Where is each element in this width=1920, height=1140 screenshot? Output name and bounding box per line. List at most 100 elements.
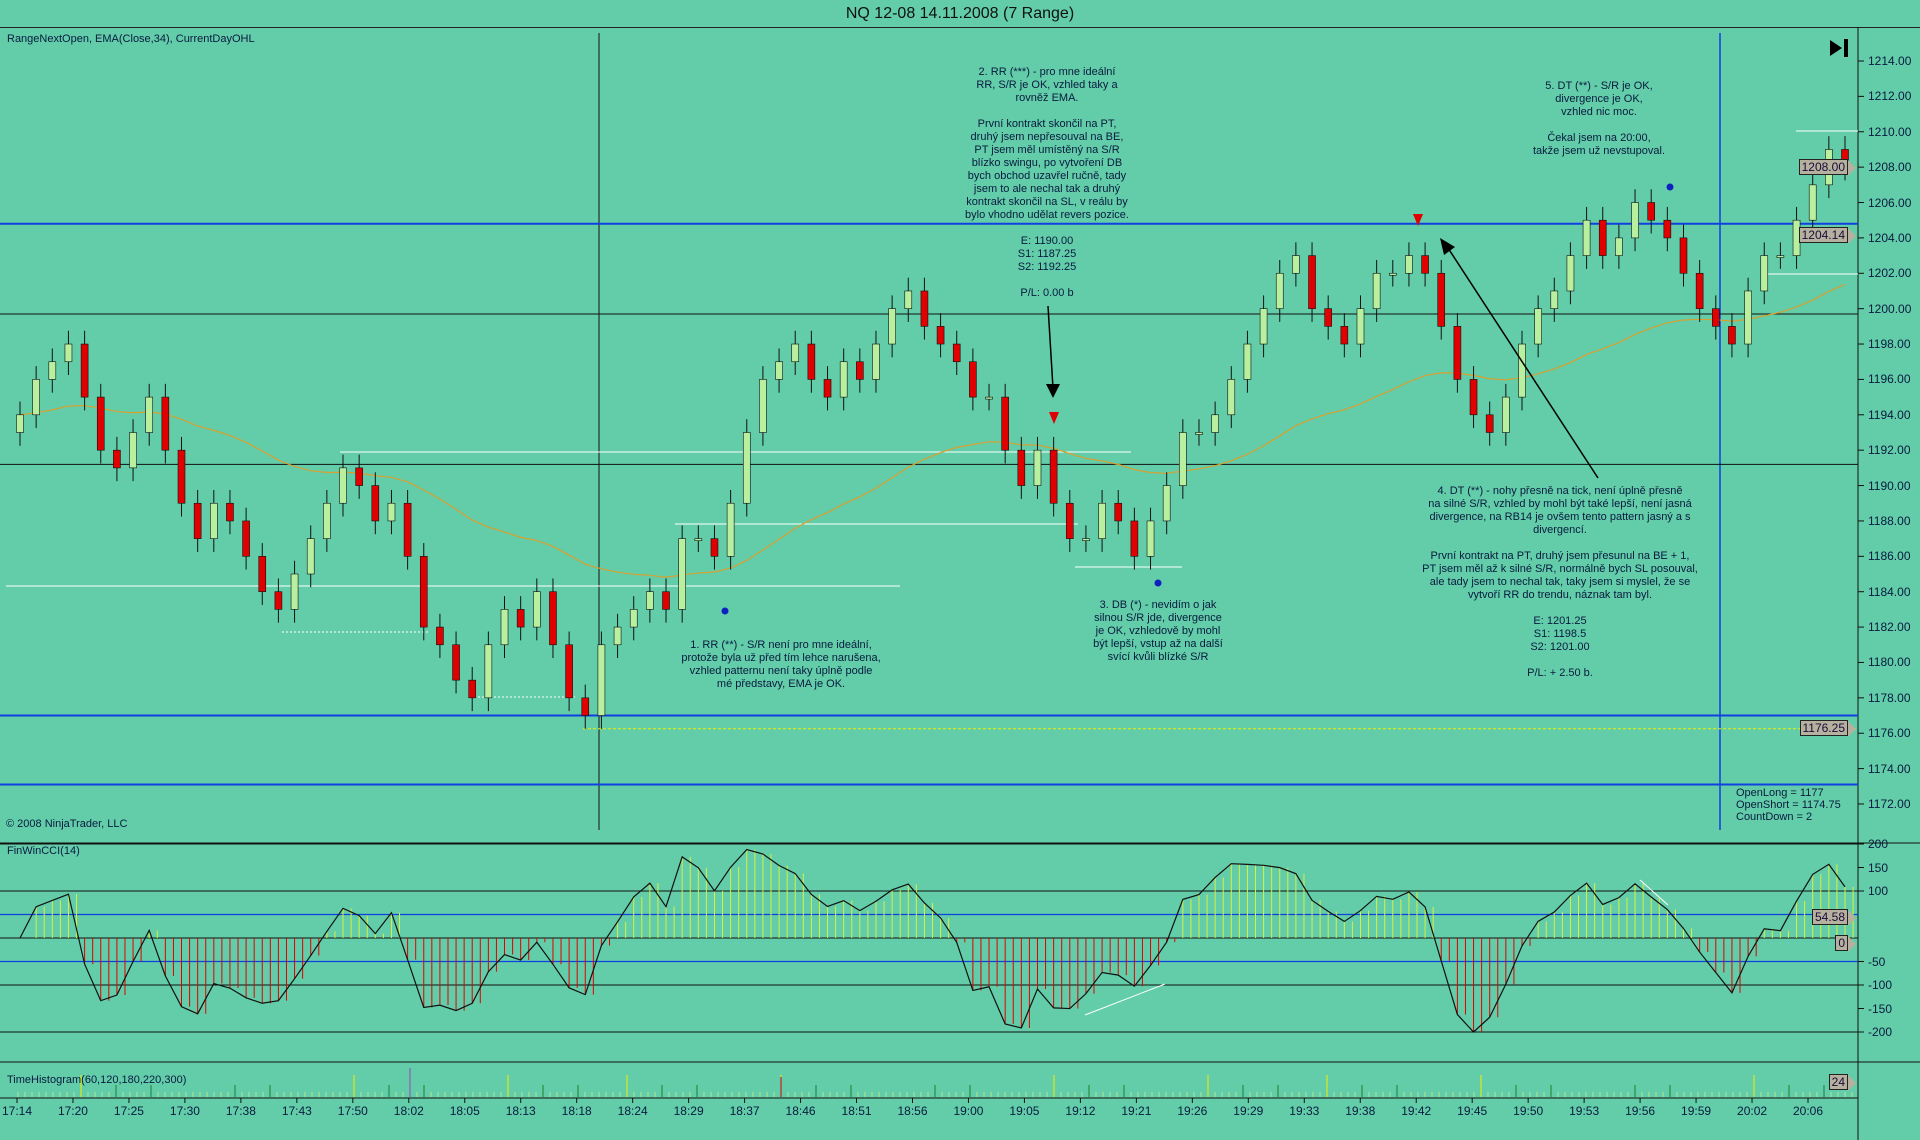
candle-body	[226, 502, 234, 522]
candle-body	[1776, 255, 1785, 258]
annotation-2: 2. RR (***) - pro mne ideální RR, S/R je…	[965, 66, 1129, 299]
candle-body	[646, 591, 654, 610]
time-histogram-label: TimeHistogram(60,120,180,220,300)	[7, 1074, 187, 1086]
candle-body	[823, 379, 832, 398]
candle-body	[1017, 449, 1026, 486]
candle-body	[952, 343, 961, 363]
time-tick-label: 18:05	[449, 1104, 480, 1118]
candle-body	[807, 343, 816, 380]
time-tick-label: 17:25	[113, 1104, 144, 1118]
time-tick-label: 17:50	[337, 1104, 368, 1118]
time-tick-label: 20:02	[1737, 1104, 1768, 1118]
candle-body	[629, 609, 638, 628]
candle-body	[1259, 308, 1268, 345]
candle-body	[581, 697, 590, 716]
time-tick-label: 18:51	[841, 1104, 872, 1118]
time-tick-label: 19:59	[1681, 1104, 1712, 1118]
candle-body	[597, 644, 606, 716]
time-tick-label: 18:24	[617, 1104, 648, 1118]
cci-tick-label: -150	[1868, 1001, 1893, 1016]
candle-body	[387, 502, 396, 522]
signal-dot-icon	[1666, 183, 1674, 191]
time-tick-label: 19:26	[1177, 1104, 1208, 1118]
candle-body	[856, 361, 864, 380]
candle-body	[888, 308, 896, 345]
candle-body	[1566, 255, 1575, 292]
candle-body	[419, 556, 428, 628]
candle-body	[1227, 379, 1236, 416]
time-tick-label: 20:06	[1792, 1104, 1824, 1118]
candle-body	[936, 326, 945, 345]
candle-body	[1292, 255, 1300, 274]
candle-body	[1615, 237, 1623, 256]
signal-arrow-icon	[1049, 412, 1059, 424]
candle-body	[1631, 202, 1639, 239]
candle-body	[145, 396, 154, 433]
candle-body	[161, 396, 170, 451]
price-tick-label: 1174.00	[1868, 761, 1911, 776]
price-tick-label: 1176.00	[1868, 726, 1911, 741]
price-tick-label: 1200.00	[1868, 301, 1912, 316]
time-tick-label: 19:00	[953, 1104, 984, 1118]
candle-body	[32, 379, 40, 416]
cci-tick-label: 100	[1868, 884, 1889, 898]
price-tick-label: 1214.00	[1868, 54, 1912, 68]
candle-body	[1728, 326, 1736, 345]
time-tick-label: 19:38	[1345, 1104, 1376, 1118]
annotation-3: 3. DB (*) - nevidím o jak silnou S/R jde…	[1093, 599, 1223, 663]
go-to-end-button[interactable]	[1828, 38, 1850, 58]
cci-tick-label: 150	[1868, 860, 1889, 875]
cci-zero-tag: 0	[1835, 935, 1856, 952]
time-tick-label: 19:12	[1065, 1104, 1096, 1118]
price-tick-label: 1182.00	[1868, 620, 1911, 635]
candle-body	[1550, 290, 1559, 309]
open-long: OpenLong = 1177	[1736, 787, 1824, 799]
candle-body	[1195, 432, 1203, 435]
candle-body	[1049, 449, 1058, 504]
time-tick-label: 18:13	[505, 1104, 536, 1118]
candle-body	[1469, 379, 1478, 416]
candle-body	[1679, 237, 1688, 274]
price-tick-label: 1192.00	[1868, 443, 1911, 458]
candle-body	[742, 432, 751, 504]
open-short: OpenShort = 1174.75	[1736, 799, 1841, 811]
candle-body	[468, 679, 477, 699]
candle-body	[64, 343, 73, 363]
price-tick-label: 1204.00	[1868, 230, 1912, 245]
candle-body	[1324, 308, 1332, 327]
candle-body	[1082, 538, 1090, 541]
candle-body	[323, 502, 331, 539]
candle-body	[403, 502, 412, 557]
price-tick-label: 1208.00	[1868, 160, 1912, 175]
candle-body	[48, 361, 57, 380]
histogram-value-tag: 24	[1828, 1074, 1857, 1091]
divergence-line	[1639, 879, 1669, 906]
candle-body	[258, 556, 267, 593]
signal-dot-icon	[721, 607, 729, 615]
candle-body	[1695, 272, 1704, 309]
candle-body	[1098, 502, 1106, 539]
arrow-line	[1047, 305, 1054, 389]
candle-body	[371, 485, 380, 522]
candle-body	[1162, 485, 1171, 522]
candle-body	[969, 361, 977, 398]
candle-body	[1808, 184, 1817, 221]
candle-body	[1534, 308, 1542, 345]
candle-body	[1437, 272, 1446, 327]
annotation-1: 1. RR (**) - S/R není pro mne ideální, p…	[681, 639, 881, 690]
candle-body	[1421, 255, 1429, 274]
candle-body	[193, 502, 202, 539]
candle-body	[210, 502, 218, 539]
candle-body	[1598, 219, 1607, 256]
skip-end-icon	[1830, 39, 1848, 57]
candle-body	[920, 290, 929, 327]
candle-body	[306, 538, 315, 575]
window-title: NQ 12-08 14.11.2008 (7 Range)	[0, 0, 1920, 28]
candle-body	[1405, 255, 1413, 274]
price-tick-label: 1184.00	[1868, 584, 1911, 599]
candle-body	[16, 414, 24, 433]
time-tick-label: 19:56	[1625, 1104, 1656, 1118]
time-tick-label: 18:29	[673, 1104, 704, 1118]
low-tag: 1176.25	[1799, 720, 1856, 737]
